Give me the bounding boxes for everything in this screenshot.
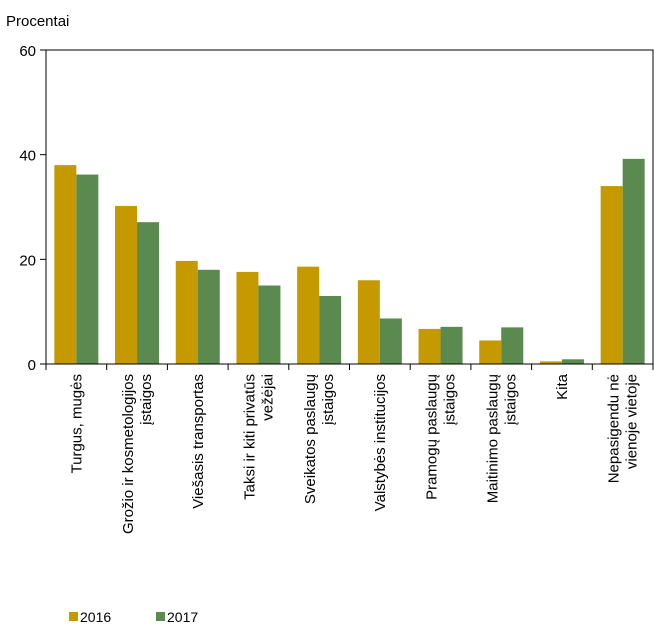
y-tick-label: 20 bbox=[19, 252, 36, 269]
x-category-label: Nepasigendu nė bbox=[606, 374, 623, 483]
legend-swatch-2017 bbox=[156, 612, 165, 621]
bar-2017-6 bbox=[379, 318, 402, 364]
legend-swatch-2016 bbox=[69, 612, 78, 621]
x-category-label: vienoje vietoje bbox=[624, 374, 641, 469]
bar-2016-7 bbox=[418, 328, 441, 364]
bar-2017-3 bbox=[197, 269, 220, 364]
x-category-label: Maitinimo paslaugų bbox=[484, 374, 501, 503]
x-category-label: Grožio ir kosmetologijos bbox=[120, 374, 137, 534]
x-category-label: Valstybės institucijos bbox=[372, 374, 389, 511]
x-category-label: Viešasis transportas bbox=[190, 374, 207, 509]
bar-2017-1 bbox=[76, 174, 99, 364]
x-category-label: įstaigos bbox=[502, 374, 519, 425]
y-tick-label: 40 bbox=[19, 148, 36, 165]
x-category-label: Turgus, mugės bbox=[68, 374, 85, 474]
x-category-label: įstaigos bbox=[320, 374, 337, 425]
bar-2017-10 bbox=[622, 158, 645, 364]
bar-2017-9 bbox=[561, 359, 584, 364]
y-axis-label: Procentai bbox=[6, 13, 69, 30]
bar-2017-8 bbox=[501, 327, 524, 364]
bar-2017-7 bbox=[440, 326, 463, 364]
x-category-label: Sveikatos paslaugų bbox=[302, 374, 319, 504]
y-tick-label: 60 bbox=[19, 43, 36, 60]
bar-2016-6 bbox=[357, 280, 380, 364]
bar-2017-5 bbox=[319, 295, 342, 364]
bar-2016-2 bbox=[115, 205, 138, 364]
legend-label-2017: 2017 bbox=[167, 609, 198, 625]
x-category-label: Kita bbox=[554, 373, 571, 400]
legend: 2016 2017 bbox=[69, 609, 198, 625]
bar-2016-1 bbox=[54, 165, 77, 364]
bar-2016-10 bbox=[600, 186, 623, 364]
x-category-label: Taksi ir kiti privatūs bbox=[241, 374, 258, 500]
bar-2016-3 bbox=[175, 260, 198, 364]
bars-group bbox=[54, 158, 645, 364]
x-category-label: Pramogų paslaugų bbox=[424, 374, 441, 500]
bar-2017-2 bbox=[137, 222, 160, 364]
y-tick-label: 0 bbox=[28, 357, 36, 374]
legend-label-2016: 2016 bbox=[80, 609, 111, 625]
bar-2016-4 bbox=[236, 271, 259, 364]
bar-2016-5 bbox=[297, 266, 320, 364]
bar-2017-4 bbox=[258, 285, 281, 364]
bar-2016-9 bbox=[539, 361, 562, 364]
bar-2016-8 bbox=[479, 340, 502, 364]
x-category-label: įstaigos bbox=[442, 374, 459, 425]
x-category-label: vežėjai bbox=[259, 374, 276, 421]
axes-group: 0 20 40 60 Turgus, mugės Grožio ir kosmetolog… bbox=[19, 43, 654, 534]
x-category-label: įstaigos bbox=[138, 374, 155, 425]
